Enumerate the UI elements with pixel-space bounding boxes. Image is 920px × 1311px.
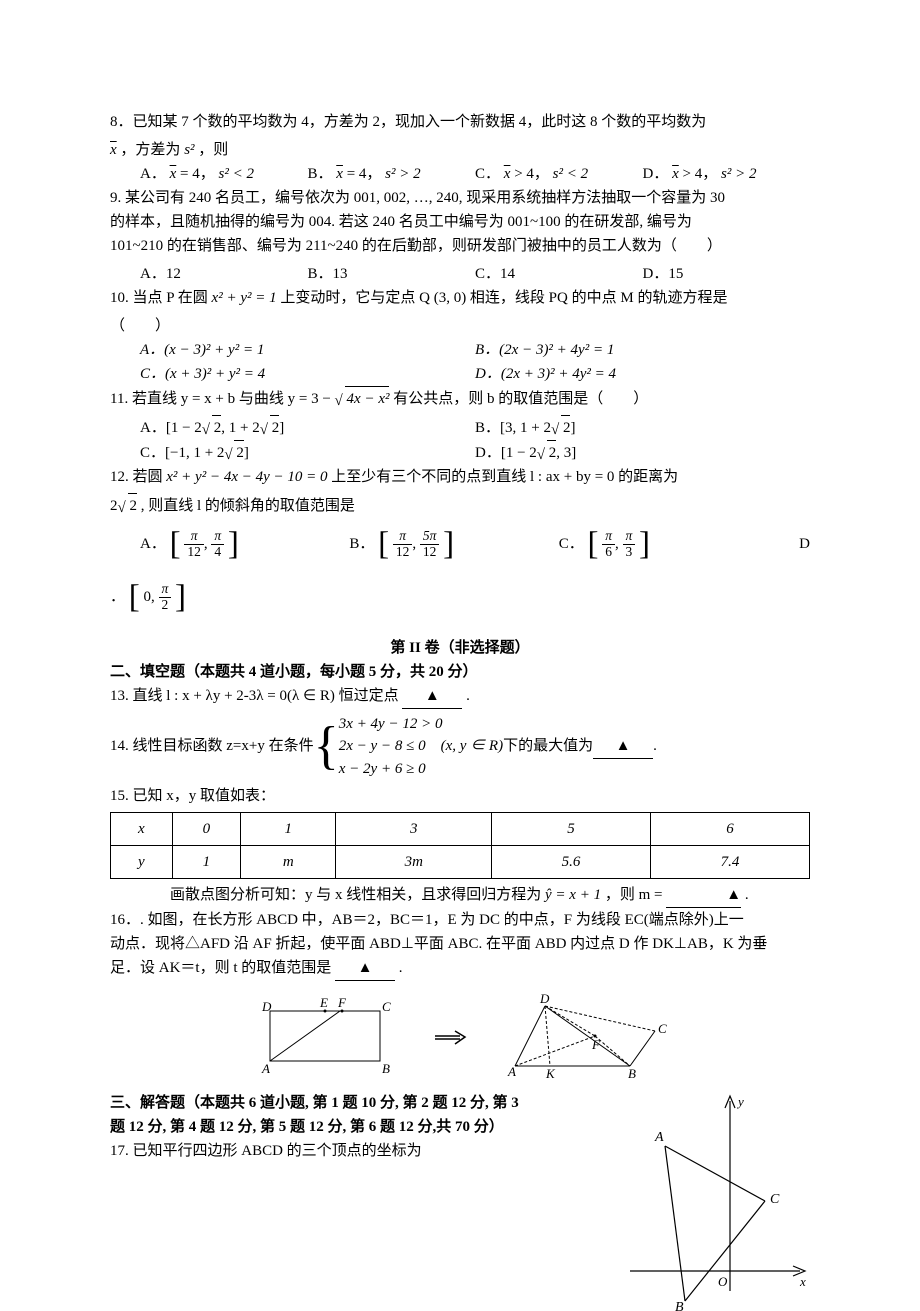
svg-text:B: B xyxy=(382,1061,390,1076)
q12-opt-d: ． [ 0, π2 ] xyxy=(110,571,810,624)
blank-14: ▲ xyxy=(593,734,653,759)
q9-opt-b: B．13 xyxy=(308,262,476,286)
section-3: x y O A B C 三、解答题（本题共 6 道小题, 第 1 题 10 分,… xyxy=(110,1091,810,1163)
table-row-header: x 0 1 3 5 6 xyxy=(111,813,810,846)
q12-opt-a: A． [ π12, π4 ] xyxy=(140,518,349,571)
q15-table: x 0 1 3 5 6 y 1 m 3m 5.6 7.4 xyxy=(110,812,810,879)
q8-opt-d: D． x > 4， s² > 2 xyxy=(643,162,811,186)
q8-opt-c: C． x > 4， s² < 2 xyxy=(475,162,643,186)
q16-figures: D E F C A B D A K F B C xyxy=(110,991,810,1081)
q10-options-row1: A．(x − 3)² + y² = 1 B．(2x − 3)² + 4y² = … xyxy=(110,338,810,362)
svg-text:D: D xyxy=(539,991,550,1006)
svg-text:C: C xyxy=(382,999,391,1014)
q11-opt-c: C．[−1, 1 + 22] xyxy=(140,440,475,465)
brace-system: { 3x + 4y − 12 > 0 2x − y − 8 ≤ 0 (x, y … xyxy=(314,713,503,781)
q10-paren: （ ） xyxy=(110,314,810,338)
q11-opt-a: A．[1 − 22, 1 + 22] xyxy=(140,415,475,440)
question-11: 11. 若直线 y = x + b 与曲线 y = 3 − 4x − x² 有公… xyxy=(110,386,810,411)
q11-options-row1: A．[1 − 22, 1 + 22] B．[3, 1 + 22] xyxy=(110,415,810,440)
svg-text:y: y xyxy=(736,1094,744,1109)
q10-options-row2: C．(x + 3)² + y² = 4 D．(2x + 3)² + 4y² = … xyxy=(110,362,810,386)
q16-figure-right: D A K F B C xyxy=(500,991,670,1081)
question-8: 8．已知某 7 个数的平均数为 4，方差为 2，现加入一个新数据 4，此时这 8… xyxy=(110,110,810,134)
left-brace-icon: { xyxy=(314,720,339,773)
svg-text:F: F xyxy=(591,1037,601,1052)
q9-opt-c: C．14 xyxy=(475,262,643,286)
xbar: x xyxy=(110,138,117,162)
question-9: 9. 某公司有 240 名员工，编号依次为 001, 002, …, 240, … xyxy=(110,186,810,258)
s-sq: s² xyxy=(184,142,194,158)
question-14: 14. 线性目标函数 z=x+y 在条件 { 3x + 4y − 12 > 0 … xyxy=(110,713,810,781)
q9-line1: 9. 某公司有 240 名员工，编号依次为 001, 002, …, 240, … xyxy=(110,186,810,210)
q8-line2: x ，方差为 s² ，则 xyxy=(110,138,810,162)
arrow-icon xyxy=(430,991,470,1081)
q9-line2: 的样本，且随机抽得的编号为 004. 若这 240 名员工中编号为 001~10… xyxy=(110,210,810,234)
question-13: 13. 直线 l : x + λy + 2-3λ = 0(λ ∈ R) 恒过定点… xyxy=(110,684,810,709)
svg-text:A: A xyxy=(507,1064,516,1079)
question-16: 16．. 如图，在长方形 ABCD 中，AB＝2，BC＝1，E 为 DC 的中点… xyxy=(110,908,810,981)
question-15-pre: 15. 已知 x，y 取值如表： xyxy=(110,784,810,808)
q11-opt-b: B．[3, 1 + 22] xyxy=(475,415,810,440)
q17-figure: x y O A B C xyxy=(610,1091,810,1311)
q12-opt-b: B． [ π12, 5π12 ] xyxy=(349,518,558,571)
q9-line3: 101~210 的在销售部、编号为 211~240 的在后勤部，则研发部门被抽中… xyxy=(110,234,810,258)
question-12: 12. 若圆 x² + y² − 4x − 4y − 10 = 0 上至少有三个… xyxy=(110,465,810,489)
question-15-post: 画散点图分析可知：y 与 x 线性相关，且求得回归方程为 ŷ = x + 1 ，… xyxy=(110,883,810,908)
svg-text:C: C xyxy=(770,1192,780,1207)
svg-text:C: C xyxy=(658,1021,667,1036)
q8-options: A． x = 4， s² < 2 B． x = 4， s² > 2 C． x >… xyxy=(110,162,810,186)
q11-options-row2: C．[−1, 1 + 22] D．[1 − 22, 3] xyxy=(110,440,810,465)
q12-opt-d-label: D xyxy=(768,532,810,556)
q10-opt-a: A．(x − 3)² + y² = 1 xyxy=(140,338,475,362)
svg-text:A: A xyxy=(261,1061,270,1076)
table-row-data: y 1 m 3m 5.6 7.4 xyxy=(111,846,810,879)
q10-opt-d: D．(2x + 3)² + 4y² = 4 xyxy=(475,362,810,386)
svg-text:A: A xyxy=(654,1130,664,1145)
svg-text:E: E xyxy=(319,995,328,1010)
svg-text:K: K xyxy=(545,1066,556,1081)
question-10: 10. 当点 P 在圆 x² + y² = 1 上变动时，它与定点 Q (3, … xyxy=(110,286,810,310)
section-2-sub: 二、填空题（本题共 4 道小题，每小题 5 分，共 20 分） xyxy=(110,660,810,684)
q10-opt-b: B．(2x − 3)² + 4y² = 1 xyxy=(475,338,810,362)
q12-opt-c: C． [ π6, π3 ] xyxy=(559,518,768,571)
svg-text:B: B xyxy=(628,1066,636,1081)
q8-opt-b: B． x = 4， s² > 2 xyxy=(308,162,476,186)
blank-13: ▲ xyxy=(402,684,462,709)
q9-options: A．12 B．13 C．14 D．15 xyxy=(110,262,810,286)
q9-opt-a: A．12 xyxy=(140,262,308,286)
q12-options: A． [ π12, π4 ] B． [ π12, 5π12 ] C． [ π6,… xyxy=(110,518,810,571)
svg-text:x: x xyxy=(799,1274,806,1289)
q11-opt-d: D．[1 − 22, 3] xyxy=(475,440,810,465)
blank-15: ▲ xyxy=(666,883,741,908)
q8-text: 8．已知某 7 个数的平均数为 4，方差为 2，现加入一个新数据 4，此时这 8… xyxy=(110,114,706,130)
svg-text:O: O xyxy=(718,1274,728,1289)
section-2-title: 第 II 卷（非选择题） xyxy=(110,636,810,660)
q10-opt-c: C．(x + 3)² + y² = 4 xyxy=(140,362,475,386)
q9-opt-d: D．15 xyxy=(643,262,811,286)
q12-line2: 22 , 则直线 l 的倾斜角的取值范围是 xyxy=(110,493,810,518)
q16-figure-left: D E F C A B xyxy=(250,991,400,1081)
q8-opt-a: A． x = 4， s² < 2 xyxy=(140,162,308,186)
svg-text:F: F xyxy=(337,995,347,1010)
svg-text:D: D xyxy=(261,999,272,1014)
blank-16: ▲ xyxy=(335,956,395,981)
sqrt-expr: 4x − x² xyxy=(345,386,390,411)
